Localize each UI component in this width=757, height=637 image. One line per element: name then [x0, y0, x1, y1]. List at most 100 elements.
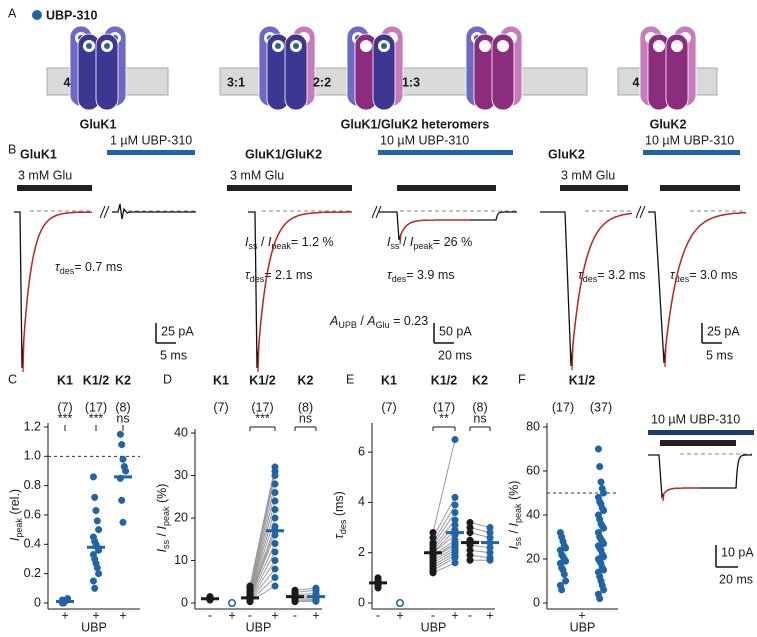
application-label: 1 µM UBP-310 — [110, 133, 192, 147]
current-trace — [14, 211, 92, 369]
n-label: (37) — [590, 400, 612, 414]
data-point — [600, 507, 608, 515]
subscript: des — [338, 519, 348, 534]
data-point — [271, 548, 279, 556]
data-point — [271, 488, 279, 497]
formula: τdes= 3.2 ms — [578, 268, 646, 284]
data-point — [271, 556, 279, 565]
current-trace — [540, 211, 633, 367]
n-label: (8) — [472, 400, 487, 414]
application-label: 3 mM Glu — [230, 168, 284, 182]
scale-label: 20 ms — [719, 572, 753, 586]
pair-line — [432, 554, 456, 569]
scale-label: 5 ms — [706, 348, 733, 362]
data-point — [451, 501, 459, 509]
subscript: ss — [248, 241, 258, 251]
data-point — [560, 570, 568, 578]
data-point — [451, 559, 459, 567]
x-tick-label: - — [468, 608, 472, 622]
pair-line — [249, 551, 276, 599]
data-point — [118, 496, 126, 504]
x-tick-label: - — [248, 608, 252, 622]
subscript: ss — [161, 539, 171, 549]
x-tick-label: - — [293, 608, 297, 622]
subunit — [665, 33, 689, 111]
fit-curve — [399, 219, 470, 245]
data-point — [558, 586, 566, 594]
pair-line — [249, 534, 276, 598]
panel-label: B — [8, 142, 16, 156]
data-point — [91, 493, 99, 501]
significance: ns — [116, 411, 129, 425]
ligand — [381, 43, 387, 49]
pair-line — [432, 534, 456, 554]
formula-part: = 0.23 — [390, 314, 429, 328]
ligand — [86, 43, 92, 49]
subunit — [284, 33, 308, 111]
group-label: K1/2 — [431, 373, 457, 387]
formula: Iss / Ipeak= 1.2 % — [245, 235, 334, 251]
formula-part: = 2.1 ms — [264, 268, 312, 282]
formula-part: / — [357, 314, 367, 328]
application-bar — [648, 430, 754, 435]
data-point — [596, 463, 604, 471]
formula-part: I — [410, 235, 414, 249]
trace-title: GluK1/GluK2 — [245, 147, 322, 161]
application-bar — [643, 150, 740, 155]
application-label: 10 µM UBP-310 — [651, 412, 740, 426]
data-point — [486, 556, 494, 564]
formula: τdes= 3.0 ms — [670, 268, 738, 284]
data-point — [395, 598, 405, 608]
application-bar — [107, 150, 195, 155]
axis-break — [99, 205, 106, 219]
subscript: ss — [513, 536, 523, 546]
stoichiometry: 3:1 — [227, 75, 245, 89]
n-label: (17) — [251, 400, 273, 414]
group-label: K1/2 — [83, 373, 109, 387]
formula-part: I — [387, 235, 391, 249]
x-tick-label: + — [271, 608, 278, 622]
trace-title: GluK2 — [548, 147, 585, 161]
pair-line — [432, 504, 456, 543]
x-tick-label: + — [451, 608, 458, 622]
pair-line — [249, 568, 276, 601]
y-tick-label: 30 — [174, 468, 188, 482]
formula: Ipeak (rel.) — [8, 489, 24, 541]
application-bar — [660, 185, 740, 191]
data-point — [246, 598, 254, 606]
data-point — [600, 489, 608, 497]
subscript: des — [60, 266, 75, 276]
significance: *** — [255, 411, 270, 425]
pair-line — [432, 552, 456, 566]
formula-part: A — [366, 314, 375, 328]
data-point — [271, 497, 279, 505]
pair-line — [249, 466, 276, 587]
y-tick-label: 10 — [174, 553, 188, 567]
subscript: peak — [271, 241, 291, 251]
group-label: K1 — [57, 373, 73, 387]
pair-line — [249, 530, 276, 597]
data-point — [227, 598, 237, 608]
data-point — [95, 570, 103, 578]
axis-break — [103, 205, 110, 219]
ligand — [293, 43, 299, 49]
data-point — [271, 565, 279, 573]
y-tick-label: 20 — [526, 551, 540, 565]
formula-part: I — [245, 235, 249, 249]
formula-part: I — [268, 235, 272, 249]
formula-part: = 1.2 % — [291, 235, 334, 249]
subunit — [491, 33, 515, 111]
n-label: (17) — [552, 400, 574, 414]
formula-part: = 0.7 ms — [74, 260, 122, 274]
data-point — [271, 573, 279, 582]
n-label: (17) — [85, 400, 107, 414]
receptor-caption: GluK2 — [650, 117, 687, 131]
subscript: peak — [161, 506, 171, 526]
pair-line — [432, 512, 456, 546]
fit-curve — [662, 487, 700, 502]
scale-label: 25 pA — [707, 324, 740, 338]
formula-part: = 3.9 ms — [406, 268, 454, 282]
formula-part: I — [507, 523, 521, 527]
y-tick-label: 20 — [174, 510, 188, 524]
y-tick-label: 40 — [174, 425, 188, 439]
